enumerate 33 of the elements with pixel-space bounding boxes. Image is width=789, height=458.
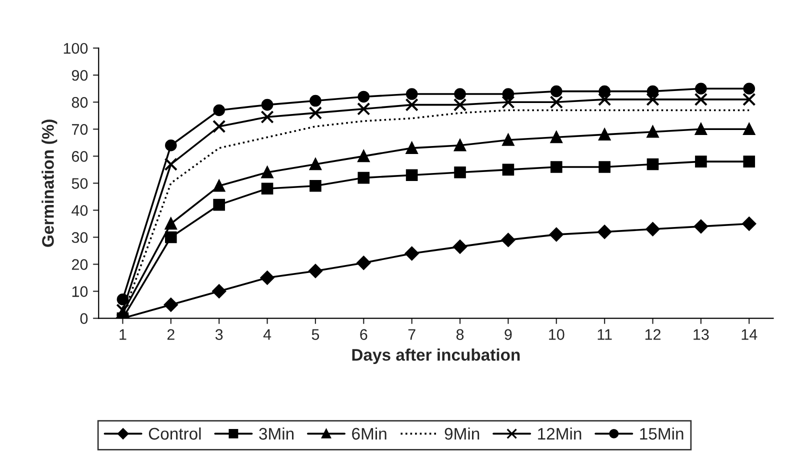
legend-label: 3Min bbox=[259, 427, 294, 440]
x-tick-label: 5 bbox=[312, 329, 320, 340]
y-tick-label: 100 bbox=[64, 42, 88, 54]
x-tick-label: 1 bbox=[120, 329, 126, 340]
y-tick-label: 50 bbox=[72, 178, 88, 189]
legend-label: Control bbox=[148, 427, 201, 440]
x-axis-title: Days after incubation bbox=[352, 348, 520, 364]
x-tick-label: 8 bbox=[456, 329, 464, 340]
legend-label: 9Min bbox=[444, 427, 480, 440]
x-tick-label: 2 bbox=[167, 329, 174, 340]
x-tick-label: 9 bbox=[504, 329, 512, 340]
y-tick-label: 20 bbox=[72, 259, 88, 270]
x-tick-label: 11 bbox=[598, 329, 612, 340]
x-tick-label: 10 bbox=[549, 329, 564, 340]
x-tick-label: 3 bbox=[215, 329, 223, 340]
y-tick-label: 70 bbox=[72, 124, 88, 135]
y-tick-label: 0 bbox=[80, 313, 88, 324]
y-tick-label: 90 bbox=[72, 70, 88, 81]
y-tick-label: 10 bbox=[72, 286, 88, 297]
x-tick-label: 6 bbox=[360, 329, 368, 340]
x-tick-label: 4 bbox=[263, 329, 272, 340]
y-tick-label: 80 bbox=[72, 97, 88, 108]
legend-label: 6Min bbox=[352, 427, 386, 440]
x-tick-label: 13 bbox=[694, 329, 709, 340]
y-tick-label: 40 bbox=[72, 205, 88, 216]
x-tick-label: 12 bbox=[645, 329, 660, 340]
y-tick-label: 60 bbox=[72, 151, 88, 162]
legend-label: 12Min bbox=[538, 427, 582, 440]
y-axis-title: Germination (%) bbox=[42, 120, 58, 247]
legend-label: 15Min bbox=[640, 427, 684, 440]
y-tick-label: 30 bbox=[72, 232, 88, 243]
x-tick-label: 14 bbox=[742, 329, 758, 340]
x-tick-label: 7 bbox=[408, 329, 416, 340]
